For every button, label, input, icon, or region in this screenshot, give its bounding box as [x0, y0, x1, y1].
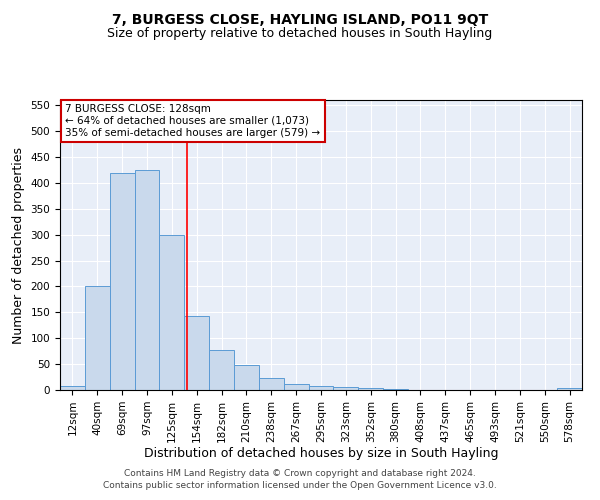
Bar — [134, 170, 160, 390]
Text: 7, BURGESS CLOSE, HAYLING ISLAND, PO11 9QT: 7, BURGESS CLOSE, HAYLING ISLAND, PO11 9… — [112, 12, 488, 26]
X-axis label: Distribution of detached houses by size in South Hayling: Distribution of detached houses by size … — [144, 448, 498, 460]
Bar — [259, 378, 284, 390]
Bar — [209, 350, 234, 390]
Bar — [160, 234, 184, 390]
Bar — [284, 384, 308, 390]
Bar — [184, 316, 209, 390]
Bar — [334, 388, 358, 390]
Bar — [234, 365, 259, 390]
Bar — [308, 386, 334, 390]
Text: Contains public sector information licensed under the Open Government Licence v3: Contains public sector information licen… — [103, 481, 497, 490]
Text: Contains HM Land Registry data © Crown copyright and database right 2024.: Contains HM Land Registry data © Crown c… — [124, 468, 476, 477]
Bar — [60, 386, 85, 390]
Bar — [358, 388, 383, 390]
Bar — [85, 286, 110, 390]
Bar — [110, 172, 134, 390]
Y-axis label: Number of detached properties: Number of detached properties — [12, 146, 25, 344]
Text: 7 BURGESS CLOSE: 128sqm
← 64% of detached houses are smaller (1,073)
35% of semi: 7 BURGESS CLOSE: 128sqm ← 64% of detache… — [65, 104, 320, 138]
Bar — [557, 388, 582, 390]
Text: Size of property relative to detached houses in South Hayling: Size of property relative to detached ho… — [107, 28, 493, 40]
